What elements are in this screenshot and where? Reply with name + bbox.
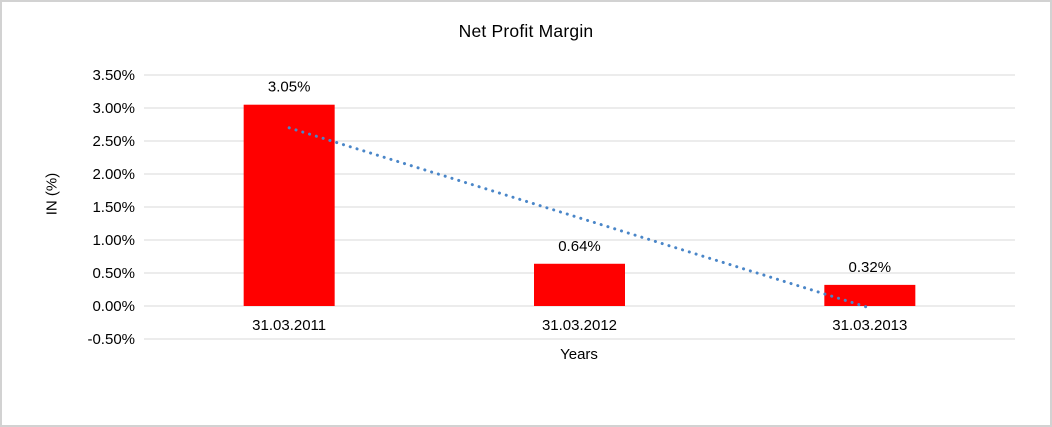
y-tick-label: 2.50% xyxy=(92,133,135,150)
y-tick-label: 3.50% xyxy=(92,67,135,84)
y-tick-label: 2.00% xyxy=(92,166,135,183)
x-axis-title: Years xyxy=(560,346,598,363)
bar-value-label: 0.32% xyxy=(849,259,892,276)
trendline xyxy=(287,126,872,310)
y-tick-label: 1.00% xyxy=(92,232,135,249)
bar xyxy=(534,263,625,306)
chart-title: Net Profit Margin xyxy=(458,21,594,41)
x-category-label: 31.03.2011 xyxy=(252,317,326,334)
y-tick-label: -0.50% xyxy=(87,331,135,348)
x-category-label: 31.03.2013 xyxy=(832,317,907,334)
bar-value-label: 0.64% xyxy=(558,238,601,255)
bar xyxy=(243,104,335,306)
bar-value-label: 3.05% xyxy=(268,79,311,96)
y-tick-label: 0.00% xyxy=(92,298,135,315)
bar xyxy=(824,284,916,306)
y-tick-label: 3.00% xyxy=(92,100,135,117)
y-tick-label: 1.50% xyxy=(92,199,135,216)
x-category-label: 31.03.2012 xyxy=(542,317,617,334)
y-tick-label: 0.50% xyxy=(92,265,135,282)
